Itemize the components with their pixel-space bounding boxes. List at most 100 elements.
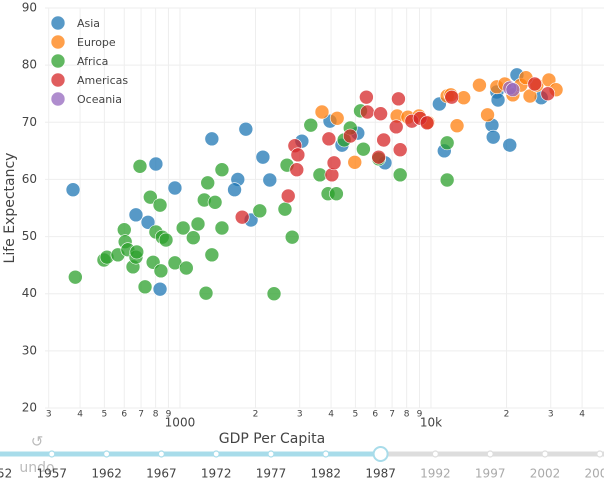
slider-step[interactable] bbox=[48, 450, 56, 458]
data-point bbox=[132, 158, 148, 174]
data-point bbox=[314, 104, 330, 120]
legend-label[interactable]: Europe bbox=[77, 36, 116, 49]
data-point bbox=[359, 89, 374, 105]
x-tick-label: 2 bbox=[253, 410, 259, 420]
data-point bbox=[329, 186, 344, 202]
slider-step-label[interactable]: 1962 bbox=[91, 467, 122, 481]
x-tick-label: 4 bbox=[579, 410, 585, 420]
legend-marker[interactable] bbox=[50, 34, 66, 50]
slider-step[interactable] bbox=[212, 450, 220, 458]
data-point bbox=[200, 175, 216, 191]
data-point bbox=[190, 216, 206, 232]
slider-step[interactable] bbox=[322, 450, 330, 458]
legend-marker[interactable] bbox=[50, 53, 66, 69]
slider-step-label[interactable]: 1982 bbox=[311, 467, 342, 481]
legend-label[interactable]: Oceania bbox=[77, 93, 122, 106]
data-point bbox=[444, 89, 460, 105]
data-point bbox=[376, 132, 391, 148]
data-point bbox=[419, 115, 435, 131]
slider-step-label[interactable]: 1997 bbox=[475, 467, 506, 481]
data-point bbox=[68, 269, 83, 285]
data-point bbox=[490, 92, 506, 108]
data-point bbox=[329, 110, 345, 126]
data-point bbox=[373, 106, 388, 122]
data-point bbox=[472, 77, 487, 93]
x-tick-label: 6 bbox=[121, 410, 127, 420]
legend-label[interactable]: Africa bbox=[77, 55, 108, 68]
data-point bbox=[505, 82, 521, 98]
x-tick-label: 9 bbox=[417, 410, 423, 420]
data-point bbox=[388, 119, 404, 135]
slider-step[interactable] bbox=[431, 450, 439, 458]
undo-label: undo bbox=[19, 460, 54, 476]
slider-step-label[interactable]: 1967 bbox=[146, 467, 177, 481]
slider-step-label[interactable]: 2007 bbox=[585, 467, 604, 481]
data-point bbox=[179, 260, 194, 276]
legend-marker[interactable] bbox=[50, 15, 66, 31]
data-point bbox=[391, 91, 406, 107]
y-tick-label: 60 bbox=[22, 172, 37, 186]
slider-step-label[interactable]: 1992 bbox=[420, 467, 451, 481]
data-point bbox=[214, 220, 230, 236]
data-point bbox=[255, 149, 271, 165]
slider-step[interactable] bbox=[157, 450, 165, 458]
slider-handle[interactable] bbox=[372, 446, 389, 462]
slider-step-label[interactable]: 2002 bbox=[530, 467, 561, 481]
slider-step-label[interactable]: 1977 bbox=[256, 467, 287, 481]
slider-step-label[interactable]: 1957 bbox=[37, 467, 68, 481]
slider-step[interactable] bbox=[486, 450, 494, 458]
slider-step-label[interactable]: 1987 bbox=[365, 467, 396, 481]
y-tick-label: 20 bbox=[22, 401, 37, 415]
x-tick-label: 5 bbox=[102, 410, 108, 420]
data-point bbox=[480, 107, 495, 123]
data-point bbox=[321, 131, 337, 147]
data-point bbox=[207, 194, 223, 210]
y-tick-label: 40 bbox=[22, 286, 37, 300]
data-point bbox=[280, 188, 296, 204]
data-point bbox=[392, 167, 408, 183]
data-point bbox=[65, 182, 81, 198]
legend-label[interactable]: Americas bbox=[77, 74, 128, 87]
data-point bbox=[485, 129, 501, 145]
data-point bbox=[371, 149, 386, 165]
data-point bbox=[227, 182, 242, 198]
legend-marker[interactable] bbox=[50, 91, 66, 107]
slider-step[interactable] bbox=[267, 450, 275, 458]
data-point bbox=[148, 156, 164, 172]
x-tick-label: 3 bbox=[548, 410, 554, 420]
grid bbox=[45, 7, 604, 409]
undo-button[interactable]: ↺ undo bbox=[19, 433, 54, 477]
slider-step-label[interactable]: 1952 bbox=[0, 467, 12, 481]
data-point bbox=[143, 189, 158, 205]
legend-marker[interactable] bbox=[50, 72, 66, 88]
data-point bbox=[527, 76, 543, 92]
data-point bbox=[158, 232, 174, 248]
data-point bbox=[185, 230, 201, 246]
y-tick-label: 90 bbox=[22, 1, 37, 15]
data-point bbox=[175, 220, 191, 236]
data-point bbox=[303, 117, 319, 133]
data-point bbox=[449, 118, 465, 134]
points bbox=[65, 67, 564, 302]
data-point bbox=[356, 141, 371, 157]
data-point bbox=[266, 286, 282, 302]
y-tick-label: 50 bbox=[22, 229, 37, 243]
x-tick-label: 7 bbox=[389, 410, 395, 420]
data-point bbox=[284, 229, 300, 245]
legend-label[interactable]: Asia bbox=[77, 17, 100, 30]
y-tick-label: 30 bbox=[22, 343, 37, 357]
slider-step[interactable] bbox=[102, 450, 111, 458]
slider-step-label[interactable]: 1972 bbox=[201, 467, 232, 481]
x-tick-label: 10k bbox=[420, 416, 442, 430]
slider-step[interactable] bbox=[541, 450, 549, 458]
data-point bbox=[129, 244, 145, 260]
x-tick-label: 7 bbox=[138, 410, 144, 420]
y-tick-label: 80 bbox=[22, 58, 37, 72]
data-point bbox=[342, 128, 358, 144]
slider-step[interactable] bbox=[596, 450, 604, 458]
data-point bbox=[277, 201, 293, 217]
data-point bbox=[439, 172, 455, 188]
data-point bbox=[324, 167, 340, 183]
y-axis-title: Life Expectancy bbox=[2, 153, 18, 264]
